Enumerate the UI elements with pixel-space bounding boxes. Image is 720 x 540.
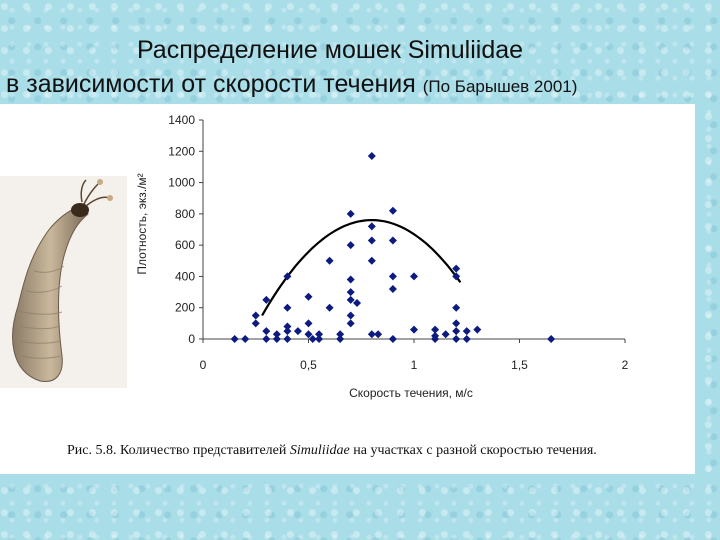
x-tick-label: 1,5 [511, 358, 528, 372]
caption-suffix: на участках с разной скоростью течения. [349, 443, 597, 458]
data-point [353, 299, 362, 308]
data-point [441, 330, 450, 339]
y-tick-label: 400 [175, 269, 195, 283]
data-point [388, 284, 397, 293]
slide-title-source: (По Барышев 2001) [422, 77, 578, 96]
data-point [346, 311, 355, 320]
data-point [452, 272, 461, 281]
data-point [462, 327, 471, 336]
data-point [262, 335, 271, 343]
data-point [304, 319, 313, 328]
data-point [388, 236, 397, 245]
data-point [283, 272, 292, 281]
slide-title-line1: Распределение мошек Simuliidae [136, 36, 524, 64]
data-point [388, 335, 397, 343]
trend-curve [261, 219, 462, 317]
data-point [336, 335, 345, 343]
data-point [283, 303, 292, 312]
data-point [367, 151, 376, 160]
data-point [431, 325, 440, 334]
data-point [346, 241, 355, 250]
data-point [346, 275, 355, 284]
y-tick-label: 1400 [168, 113, 195, 127]
data-point [452, 319, 461, 328]
data-point [462, 335, 471, 343]
data-point [388, 272, 397, 281]
slide-title-main: в зависимости от скорости течения [6, 70, 416, 98]
data-point [367, 256, 376, 265]
data-point [547, 335, 556, 343]
data-point [346, 288, 355, 297]
data-point [283, 322, 292, 331]
data-point [336, 330, 345, 339]
data-point [346, 295, 355, 304]
data-point [315, 330, 324, 339]
data-point [452, 303, 461, 312]
caption-prefix: Рис. 5.8. Количество представителей [67, 443, 290, 458]
data-point [293, 327, 302, 336]
data-points [230, 151, 556, 343]
caption-taxon: Simuliidae [289, 443, 350, 458]
x-axis: 0 0,5 1 1,5 2 [200, 338, 629, 372]
data-point [315, 335, 324, 343]
data-point [304, 292, 313, 301]
data-point [262, 295, 271, 304]
data-point [431, 335, 440, 343]
data-point [452, 335, 461, 343]
y-tick-label: 800 [175, 207, 195, 221]
data-point [367, 330, 376, 339]
data-point [283, 327, 292, 336]
slide-title-line2: в зависимости от скорости течения (По Ба… [6, 70, 577, 99]
data-point [251, 319, 260, 328]
data-point [230, 335, 239, 343]
data-point [346, 209, 355, 218]
data-point [346, 319, 355, 328]
data-point [367, 236, 376, 245]
data-point [452, 327, 461, 336]
data-point [367, 222, 376, 231]
x-tick-label: 1 [411, 358, 418, 372]
larva-photo [0, 176, 127, 388]
data-point [304, 330, 313, 339]
data-point [325, 256, 334, 265]
data-point [410, 272, 418, 281]
data-point [262, 327, 271, 336]
y-tick-label: 200 [175, 301, 195, 315]
y-tick-label: 600 [175, 238, 195, 252]
y-axis-title: Плотность, экз./м² [135, 173, 149, 274]
data-point [272, 330, 281, 339]
y-tick-label: 1000 [168, 176, 195, 190]
data-point [410, 325, 418, 334]
scatter-chart: 0 200 400 600 800 1000 1200 1400 0 0,5 1 1,5 2 Плот… [135, 113, 629, 400]
x-tick-label: 0 [200, 358, 207, 372]
data-point [452, 264, 461, 273]
x-axis-title: Скорость течения, м/с [349, 386, 473, 400]
x-tick-label: 0,5 [300, 358, 317, 372]
x-tick-label: 2 [622, 358, 629, 372]
data-point [388, 206, 397, 215]
data-point [272, 335, 281, 343]
data-point [473, 325, 482, 334]
data-point [241, 335, 250, 343]
data-point [374, 330, 383, 339]
y-tick-label: 0 [188, 332, 195, 346]
figure-caption: Рис. 5.8. Количество представителей Simu… [67, 443, 597, 459]
y-axis: 0 200 400 600 800 1000 1200 1400 [168, 113, 204, 346]
simuliidae-larva-image [12, 179, 113, 383]
y-tick-label: 1200 [168, 144, 195, 158]
data-point [308, 335, 317, 343]
data-point [283, 335, 292, 343]
data-point [325, 303, 334, 312]
data-point [251, 311, 260, 320]
